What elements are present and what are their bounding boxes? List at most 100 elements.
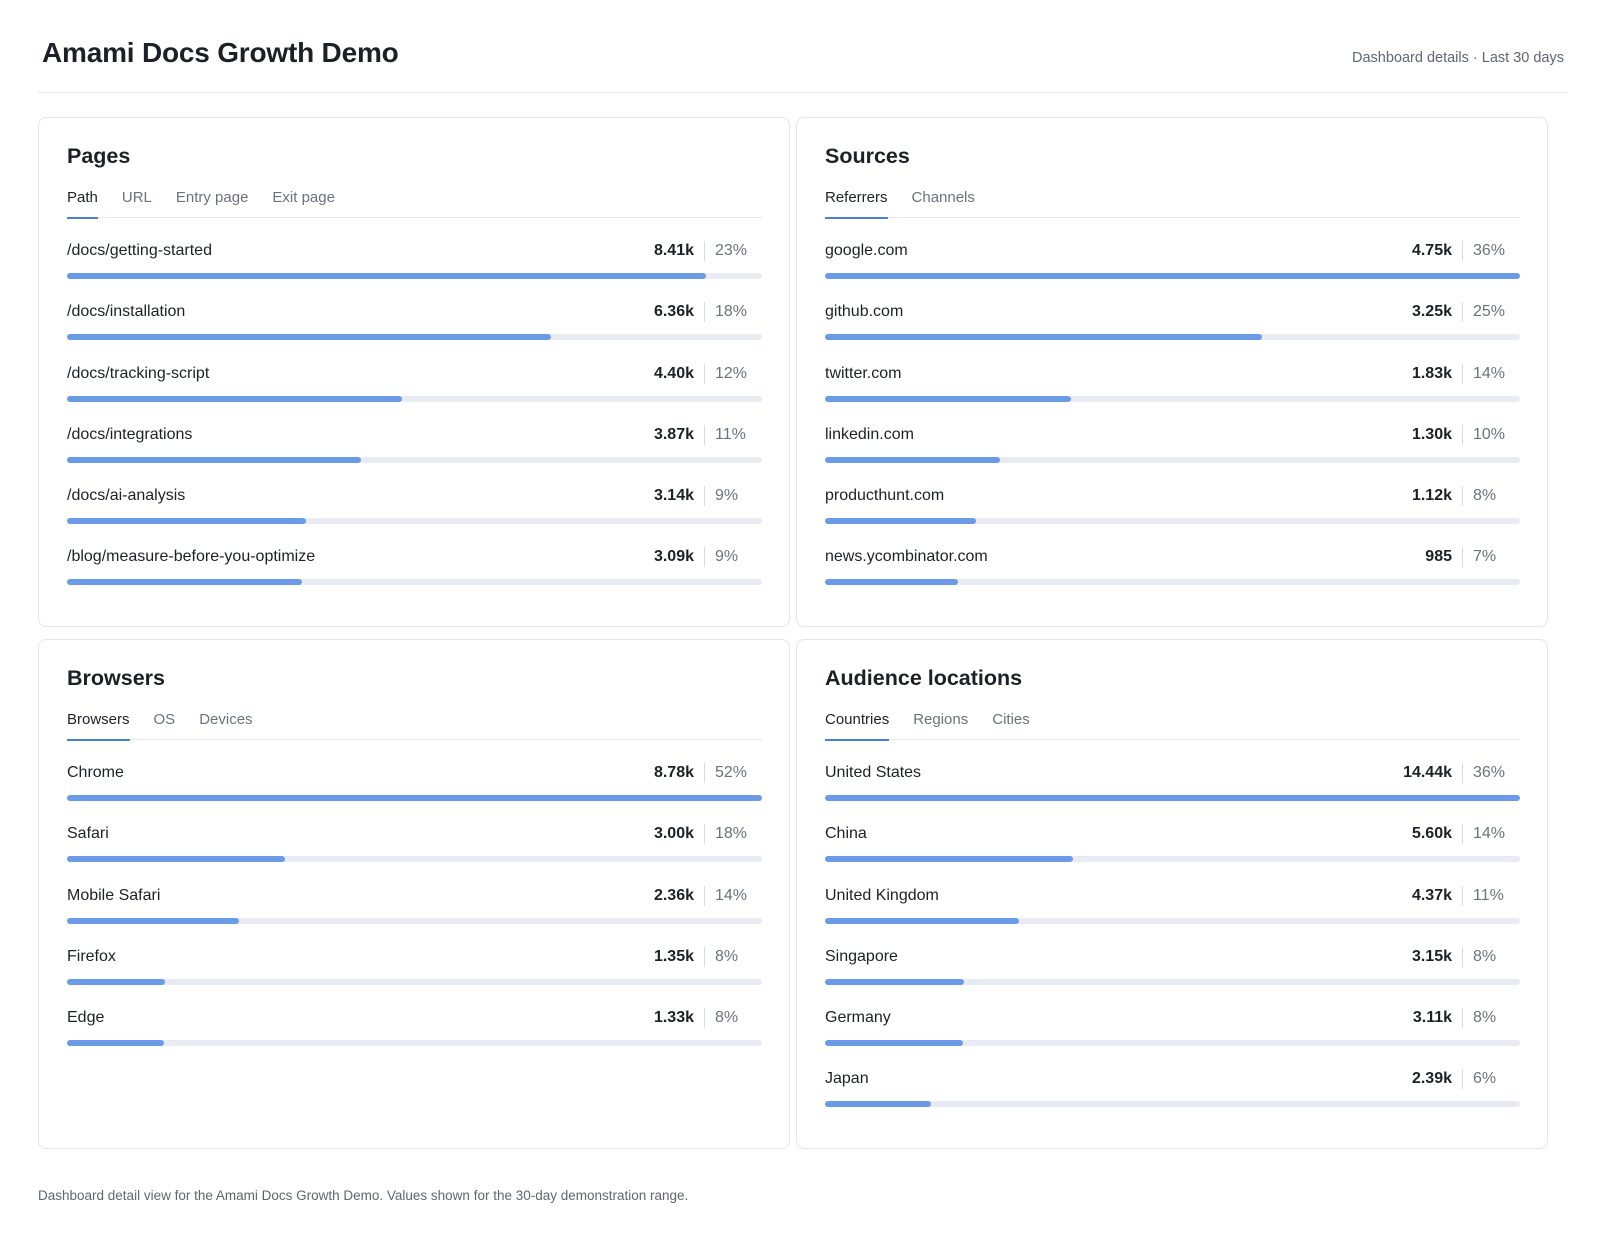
tab-entry-page[interactable]: Entry page bbox=[175, 189, 249, 206]
item-label: /docs/tracking-script bbox=[67, 364, 210, 382]
list-item[interactable]: Germany 3.11k 8% bbox=[825, 1006, 1520, 1067]
list-item[interactable]: twitter.com 1.83k 14% bbox=[825, 362, 1520, 423]
item-value: 14.44k bbox=[1403, 764, 1452, 781]
list-item[interactable]: producthunt.com 1.12k 8% bbox=[825, 484, 1520, 545]
progress-fill bbox=[67, 579, 302, 586]
progress-track bbox=[825, 917, 1520, 924]
list-item[interactable]: /docs/getting-started 8.41k 23% bbox=[67, 239, 762, 300]
item-percent: 8% bbox=[1473, 947, 1497, 965]
value-divider bbox=[704, 424, 705, 445]
tab-path[interactable]: Path bbox=[67, 188, 98, 219]
list-item[interactable]: Mobile Safari 2.36k 14% bbox=[67, 884, 762, 945]
item-value: 3.11k bbox=[1412, 1009, 1452, 1027]
item-value: 2.39k bbox=[1411, 1070, 1452, 1088]
audience-locations-panel: Audience locations Countries Regions Citie… bbox=[796, 639, 1548, 1149]
progress-fill bbox=[67, 273, 706, 279]
value-divider bbox=[704, 302, 705, 323]
progress-fill bbox=[67, 334, 551, 341]
list-item[interactable]: Edge 1.33k 8% bbox=[67, 1006, 762, 1067]
list-item[interactable]: Singapore 3.15k 8% bbox=[825, 945, 1520, 1006]
progress-fill bbox=[825, 334, 1262, 341]
item-label: Chrome bbox=[67, 764, 124, 781]
list-item[interactable]: Firefox 1.35k 8% bbox=[67, 945, 762, 1006]
progress-track bbox=[67, 456, 762, 463]
progress-fill bbox=[825, 1040, 963, 1047]
progress-fill bbox=[825, 273, 1520, 279]
item-value: 3.09k bbox=[653, 548, 694, 566]
value-divider bbox=[704, 885, 705, 906]
progress-track bbox=[67, 856, 762, 863]
date-range-label: Dashboard details · Last 30 days bbox=[1352, 50, 1564, 66]
progress-track bbox=[825, 273, 1520, 279]
progress-track bbox=[67, 795, 762, 801]
item-value: 3.87k bbox=[653, 425, 694, 443]
value-divider bbox=[704, 241, 705, 261]
item-percent: 7% bbox=[1473, 548, 1497, 566]
item-percent: 36% bbox=[1473, 242, 1506, 259]
list-item[interactable]: github.com 3.25k 25% bbox=[825, 300, 1520, 361]
progress-track bbox=[67, 395, 762, 402]
tab-browsers[interactable]: Browsers bbox=[67, 710, 130, 741]
item-value: 5.60k bbox=[1411, 825, 1452, 843]
list-item[interactable]: news.ycombinator.com 985 7% bbox=[825, 545, 1520, 606]
tab-regions[interactable]: Regions bbox=[913, 711, 969, 728]
item-label: /docs/integrations bbox=[67, 425, 193, 443]
item-label: Mobile Safari bbox=[67, 886, 161, 904]
progress-fill bbox=[67, 456, 361, 463]
list-item[interactable]: /blog/measure-before-you-optimize 3.09k 9% bbox=[67, 545, 762, 606]
progress-fill bbox=[825, 518, 976, 525]
tab-url[interactable]: URL bbox=[121, 189, 152, 206]
progress-fill bbox=[67, 856, 285, 863]
tab-referrers[interactable]: Referrers bbox=[825, 188, 888, 219]
item-label: Firefox bbox=[67, 947, 116, 965]
list-item[interactable]: United States 14.44k 36% bbox=[825, 761, 1520, 822]
list-item[interactable]: China 5.60k 14% bbox=[825, 822, 1520, 883]
item-value: 8.78k bbox=[653, 764, 694, 781]
item-percent: 8% bbox=[1473, 487, 1497, 505]
tab-cities[interactable]: Cities bbox=[992, 711, 1030, 728]
tab-countries[interactable]: Countries bbox=[825, 710, 890, 741]
list-item[interactable]: /docs/ai-analysis 3.14k 9% bbox=[67, 484, 762, 545]
value-divider bbox=[1462, 763, 1463, 783]
tab-os[interactable]: OS bbox=[153, 711, 176, 728]
value-divider bbox=[704, 763, 705, 783]
item-percent: 18% bbox=[715, 825, 748, 843]
list-item[interactable]: google.com 4.75k 36% bbox=[825, 239, 1520, 300]
list-item[interactable]: /docs/tracking-script 4.40k 12% bbox=[67, 362, 762, 423]
item-value: 3.00k bbox=[653, 825, 694, 843]
list-item[interactable]: /docs/installation 6.36k 18% bbox=[67, 300, 762, 361]
item-value: 3.15k bbox=[1411, 947, 1452, 965]
item-value: 6.36k bbox=[653, 303, 694, 321]
item-percent: 9% bbox=[715, 548, 739, 566]
progress-track bbox=[67, 518, 762, 525]
progress-track bbox=[67, 334, 762, 341]
list-item[interactable]: Safari 3.00k 18% bbox=[67, 822, 762, 883]
value-divider bbox=[1462, 424, 1463, 445]
list-item[interactable]: Japan 2.39k 6% bbox=[825, 1067, 1520, 1128]
value-divider bbox=[1462, 1008, 1463, 1029]
item-label: /docs/ai-analysis bbox=[67, 487, 186, 505]
item-value: 985 bbox=[1425, 548, 1452, 566]
item-label: twitter.com bbox=[825, 364, 902, 382]
list-item[interactable]: linkedin.com 1.30k 10% bbox=[825, 423, 1520, 484]
tab-exit-page[interactable]: Exit page bbox=[272, 189, 335, 206]
list-item[interactable]: United Kingdom 4.37k 11% bbox=[825, 884, 1520, 945]
item-label: linkedin.com bbox=[825, 425, 914, 443]
panel-title: Browsers bbox=[67, 666, 165, 690]
progress-fill bbox=[67, 518, 306, 525]
item-percent: 8% bbox=[715, 947, 739, 965]
list-item[interactable]: /docs/integrations 3.87k 11% bbox=[67, 423, 762, 484]
pages-panel: Pages Path URL Entry page Exit page /docs/g… bbox=[38, 117, 790, 627]
panel-tabs: Countries Regions Cities bbox=[825, 710, 1520, 741]
tab-channels[interactable]: Channels bbox=[911, 189, 975, 206]
value-divider bbox=[1462, 1069, 1463, 1090]
value-divider bbox=[1462, 885, 1463, 906]
list-item[interactable]: Chrome 8.78k 52% bbox=[67, 761, 762, 822]
progress-fill bbox=[825, 978, 964, 985]
item-label: United Kingdom bbox=[825, 886, 939, 904]
progress-fill bbox=[67, 395, 402, 402]
tab-devices[interactable]: Devices bbox=[199, 711, 253, 728]
item-percent: 6% bbox=[1473, 1070, 1497, 1088]
item-label: United States bbox=[825, 764, 922, 781]
item-label: China bbox=[825, 825, 867, 843]
